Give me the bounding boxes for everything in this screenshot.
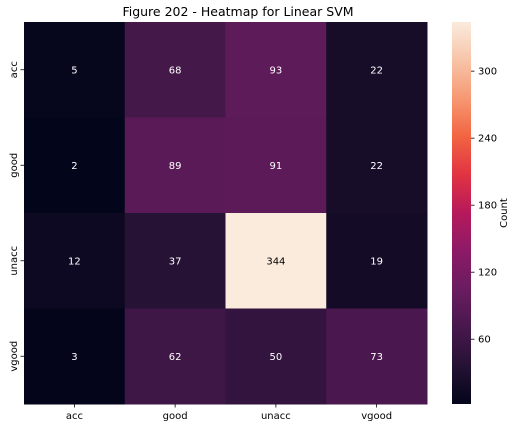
x-tick-label: unacc [261,411,291,422]
colorbar-tick-label: 240 [478,134,497,145]
cell-value-label: 19 [370,256,383,267]
x-tick-label: good [163,411,188,422]
y-axis-ticks: acc good unacc vgood [9,61,24,372]
cell-value-label: 62 [169,352,182,363]
colorbar-label: Count [499,198,510,228]
cell-value-label: 89 [169,161,182,172]
heatmap-cell [225,213,327,309]
cell-value-label: 50 [270,352,283,363]
y-tick-label: unacc [9,246,20,276]
heatmap-cell [326,117,428,214]
cell-value-label: 68 [169,65,182,76]
colorbar-tick-label: 120 [478,268,497,279]
y-tick-label: acc [9,61,20,78]
chart-title: Figure 202 - Heatmap for Linear SVM [122,4,353,19]
heatmap-cell [124,308,226,405]
colorbar: 60 120 180 240 300 [452,22,497,404]
cell-value-label: 22 [370,161,383,172]
y-tick-label: vgood [9,341,20,372]
heatmap-cell [326,308,428,405]
cell-value-label: 73 [370,352,383,363]
heatmap-cell [326,213,428,309]
heatmap-cell [326,22,428,118]
colorbar-tick-label: 300 [478,67,497,78]
heatmap-cell [24,213,126,309]
cell-value-label: 344 [266,256,285,267]
cell-value-label: 37 [169,256,182,267]
colorbar-gradient [452,22,471,404]
heatmap-cells [24,22,428,405]
heatmap-cell [124,213,226,309]
heatmap-cell [225,117,327,214]
heatmap-cell [225,22,327,118]
heatmap-cell [24,308,126,405]
heatmap-cell [124,22,226,118]
colorbar-tick-label: 180 [478,201,497,212]
x-axis-ticks: acc good unacc vgood [66,404,392,422]
cell-value-label: 3 [71,352,77,363]
cell-value-label: 5 [71,65,77,76]
x-tick-label: acc [66,411,83,422]
cell-value-label: 12 [68,256,81,267]
y-tick-label: good [9,153,20,178]
heatmap-cell [24,22,126,118]
x-tick-label: vgood [361,411,392,422]
heatmap-cell [225,308,327,405]
heatmap-cell [24,117,126,214]
cell-value-label: 93 [270,65,283,76]
cell-value-label: 2 [71,161,77,172]
cell-value-label: 91 [270,161,283,172]
heatmap-cell [124,117,226,214]
colorbar-tick-label: 60 [478,335,491,346]
cell-value-label: 22 [370,65,383,76]
